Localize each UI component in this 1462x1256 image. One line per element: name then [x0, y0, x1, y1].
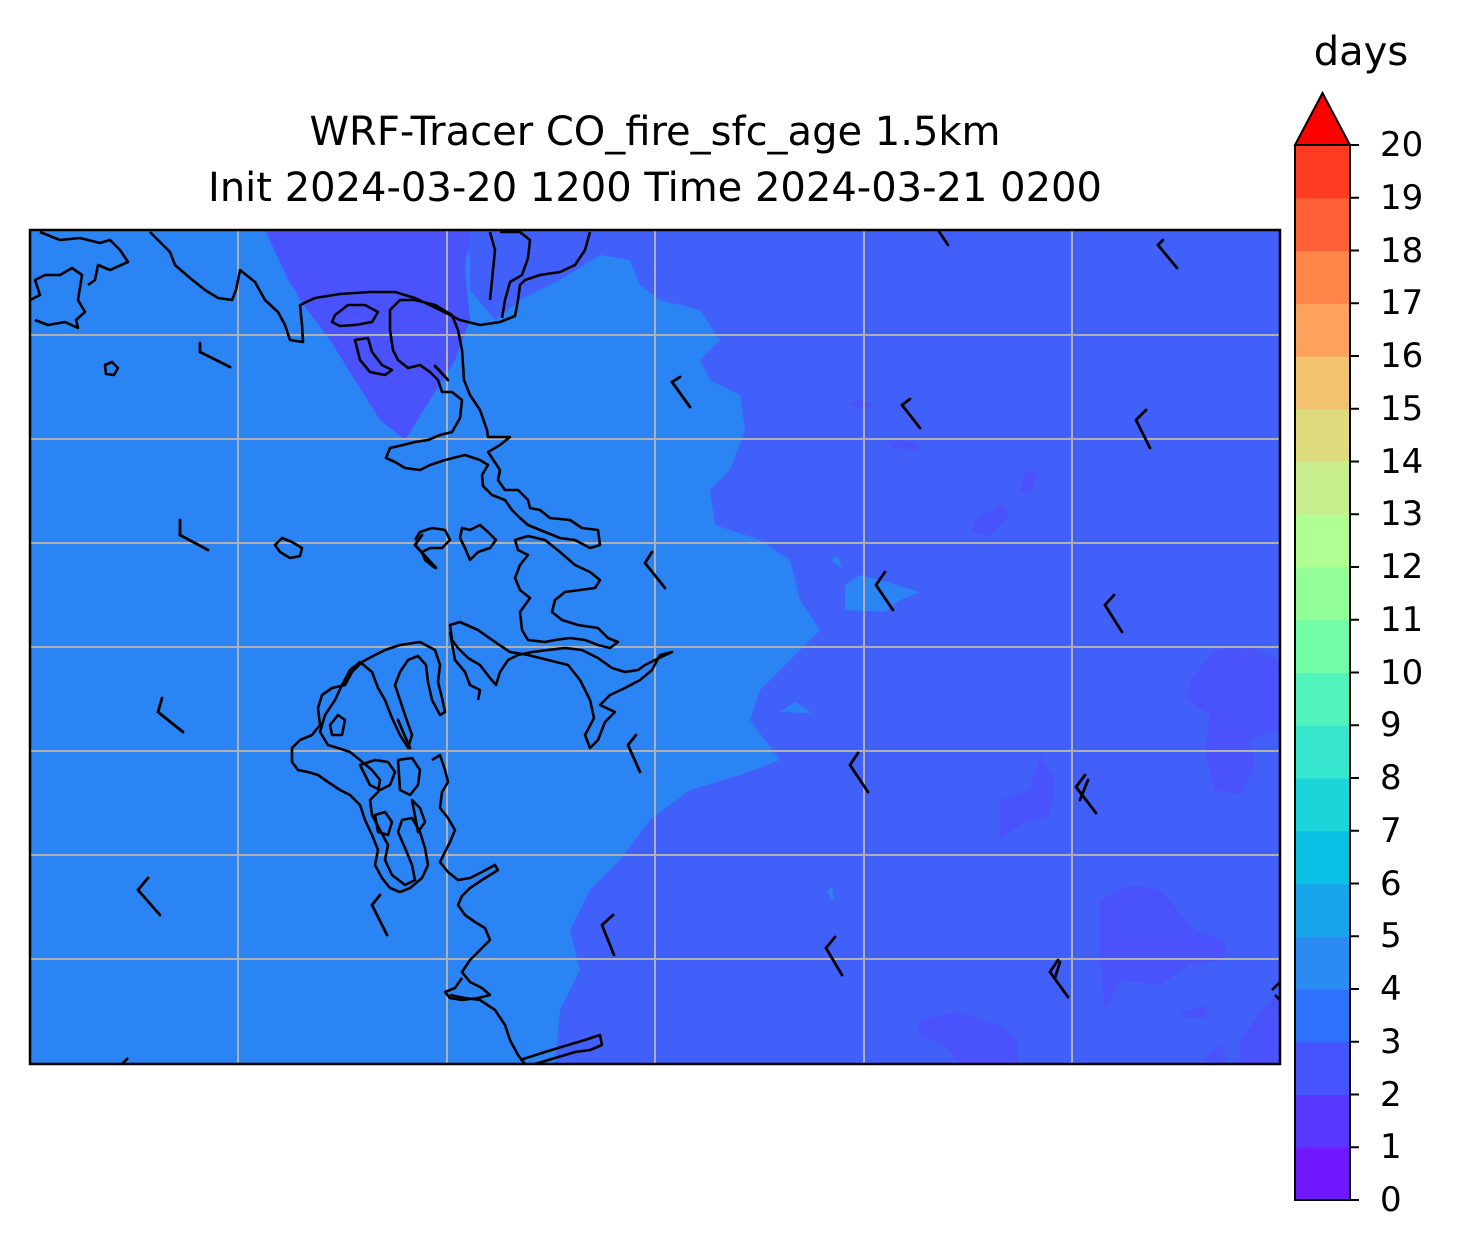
coastline-west-peninsula — [290, 631, 482, 894]
colorbar-tick-label: 7 — [1380, 810, 1402, 851]
colorbar-segment — [1295, 408, 1350, 463]
wind-barb — [626, 733, 642, 774]
colorbar-segment — [1295, 461, 1350, 515]
colorbar-segment — [1295, 830, 1350, 885]
wind-barb — [178, 518, 210, 552]
colorbar-tick-label: 16 — [1380, 336, 1424, 376]
colorbar-segment — [1295, 514, 1350, 568]
field-fill-patch-s4 — [1180, 1006, 1208, 1018]
colorbar-tick-label: 4 — [1380, 969, 1402, 1009]
coastline-islands-north — [353, 298, 602, 550]
colorbar-tick-label: 2 — [1380, 1074, 1402, 1115]
colorbar-tick-label: 12 — [1380, 547, 1424, 587]
wind-barb — [1048, 958, 1070, 999]
colorbar-tick-label: 17 — [1380, 283, 1424, 324]
colorbar-tick-label: 9 — [1380, 705, 1402, 746]
wind-barb — [1156, 238, 1179, 270]
colorbar-segment — [1295, 778, 1350, 832]
colorbar-tick-label: 6 — [1380, 863, 1402, 904]
wind-barb — [413, 533, 438, 570]
colorbar-tick-label: 20 — [1380, 125, 1424, 165]
map-subtitle: Init 2024-03-20 1200 Time 2024-03-21 020… — [208, 165, 1102, 211]
coastline-inner-islands — [328, 713, 427, 837]
wind-barb — [900, 397, 922, 430]
field-fill-light-4 — [827, 886, 834, 902]
coastline-islet-2 — [273, 536, 304, 560]
wind-barb — [396, 718, 412, 750]
colorbar-tick-label: 0 — [1380, 1180, 1402, 1220]
field-fill-light-3 — [830, 556, 842, 568]
colorbar-segment — [1295, 567, 1350, 621]
wind-barb — [848, 751, 870, 794]
colorbar-segment — [1295, 356, 1350, 410]
wind-barb — [370, 893, 389, 937]
colorbar-tick-label: 18 — [1380, 230, 1424, 271]
colorbar-segment — [1295, 1094, 1350, 1148]
coastline-inlet-1 — [330, 303, 380, 328]
colorbar-tick-label: 8 — [1380, 758, 1402, 798]
colorbar-tick-label: 13 — [1380, 494, 1424, 535]
coastline-river-west — [488, 230, 532, 319]
colorbar-segment — [1295, 989, 1350, 1043]
colorbar-tick-label: 14 — [1380, 441, 1424, 482]
field-fill-light-2 — [780, 702, 812, 713]
colorbar-segment — [1295, 672, 1350, 726]
colorbar-segment — [1295, 883, 1350, 937]
wind-barb — [669, 375, 692, 409]
colorbar-tick-label: 3 — [1380, 1021, 1402, 1062]
colorbar-tick-label: 5 — [1380, 916, 1402, 957]
field-fill-patch-e3 — [1000, 755, 1055, 840]
field-fill-dark-dot — [888, 440, 918, 450]
colorbar-segment — [1295, 303, 1350, 357]
wind-barb — [643, 550, 667, 590]
wind-barb — [824, 935, 844, 977]
wind-barb — [936, 230, 950, 247]
colorbar-segment — [1295, 250, 1350, 304]
wind-barb — [600, 913, 616, 957]
colorbar-segment — [1295, 197, 1350, 252]
coastline-lower-bay — [431, 753, 500, 1002]
wind-barb — [136, 876, 162, 917]
wind-barb — [156, 696, 185, 734]
colorbar-segment — [1295, 619, 1350, 674]
wind-barb — [1074, 773, 1098, 815]
wind-barb — [198, 341, 232, 369]
colorbar — [1293, 90, 1359, 1201]
colorbar-tick-label: 10 — [1380, 652, 1424, 693]
colorbar-segment — [1295, 1147, 1350, 1201]
wind-barb — [433, 364, 450, 382]
colorbar-extend-arrow — [1293, 90, 1352, 146]
field-fill-patch-s2 — [1240, 995, 1280, 1064]
colorbar-segment — [1295, 936, 1350, 990]
colorbar-segment — [1295, 725, 1350, 779]
coastline-main — [30, 230, 592, 344]
field-fill-patch-s3 — [1200, 1045, 1228, 1064]
colorbar-tick-label: 15 — [1380, 388, 1424, 429]
wind-barb — [1053, 960, 1062, 980]
gridlines — [30, 230, 1280, 1064]
wind-barbs — [136, 230, 1179, 999]
field-fill-patch-s — [918, 1012, 1018, 1064]
colorbar-tick-label: 19 — [1380, 177, 1424, 218]
colorbar-label: days — [1313, 29, 1409, 75]
field-fill-patch-se — [1100, 885, 1225, 1010]
wind-barb — [1103, 593, 1124, 634]
map-frame — [28, 228, 1282, 1066]
field-fill-patch-ne — [1020, 470, 1038, 495]
coastline-islet-1 — [103, 360, 120, 377]
field-fill-patch-e2 — [1188, 648, 1280, 795]
wind-barb — [1134, 408, 1152, 450]
wind-barb — [1078, 778, 1090, 802]
wind-barb — [874, 570, 895, 612]
field-fill-patch-e1 — [972, 505, 1010, 535]
coastline-south-shore — [449, 993, 604, 1064]
colorbar-tick-label: 11 — [1380, 599, 1424, 640]
colorbar-segment — [1295, 145, 1350, 199]
colorbar-tick-label: 1 — [1380, 1127, 1402, 1168]
map-title: WRF-Tracer CO_fire_sfc_age 1.5km — [309, 109, 1001, 155]
colorbar-segment — [1295, 1041, 1350, 1096]
map-plot-area — [30, 230, 1280, 1064]
coastline-south-main — [448, 620, 674, 750]
